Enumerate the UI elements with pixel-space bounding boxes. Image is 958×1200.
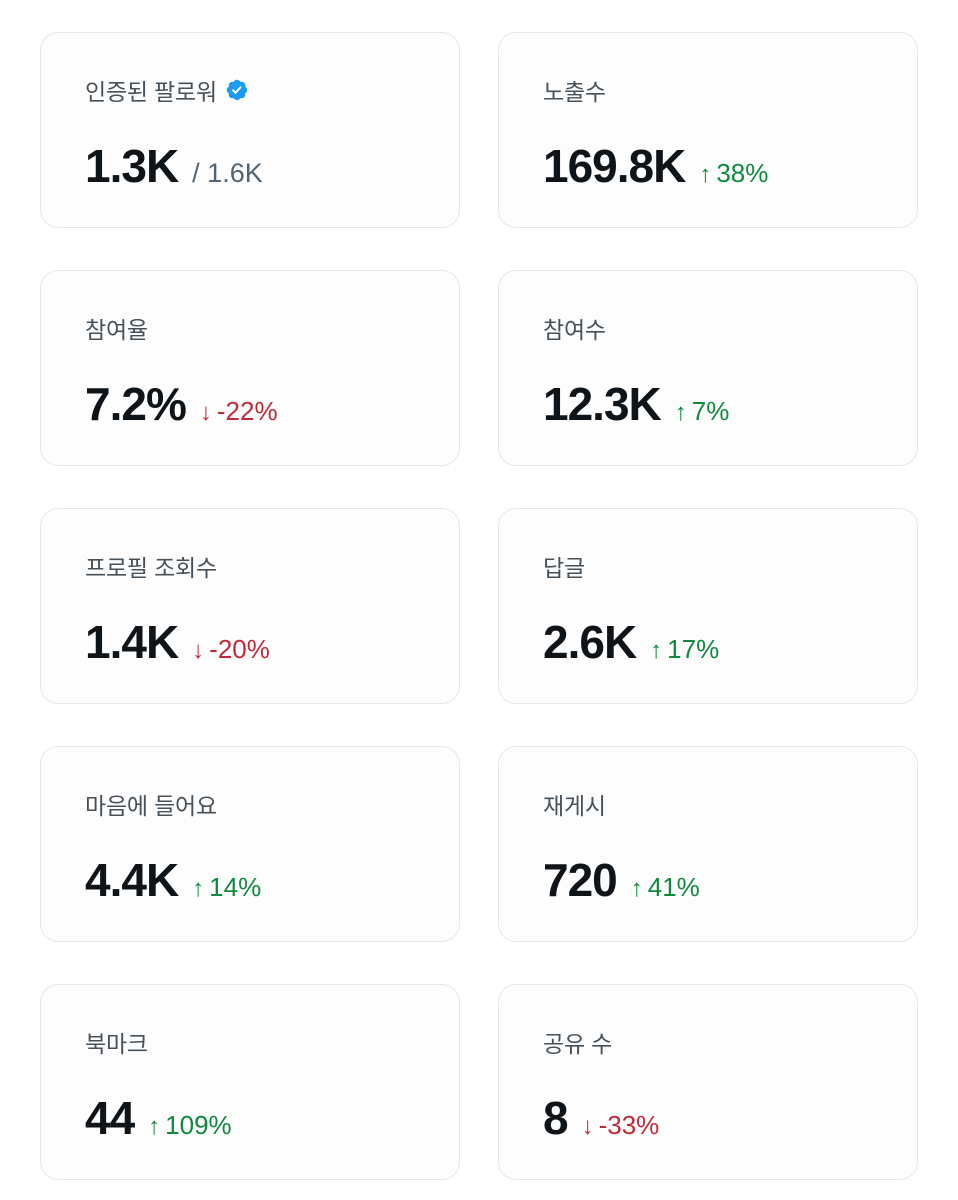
stat-label: 재게시 [543, 793, 606, 819]
stat-value: 720 [543, 854, 618, 906]
stat-total: / 1.6K [192, 158, 263, 188]
stat-value-row: 1.4K ↓ -20% [85, 615, 415, 669]
stat-value-row: 1.3K / 1.6K [85, 139, 415, 193]
arrow-down-icon: ↓ [581, 1113, 594, 1140]
stat-value-row: 4.4K ↑ 14% [85, 853, 415, 907]
stat-label-row: 참여율 [85, 311, 415, 345]
stat-label-row: 마음에 들어요 [85, 787, 415, 821]
stat-card-impressions: 노출수 169.8K ↑ 38% [498, 32, 918, 228]
stat-change: ↑ 7% [675, 396, 730, 427]
stat-card-replies: 답글 2.6K ↑ 17% [498, 508, 918, 704]
arrow-down-icon: ↓ [199, 399, 212, 426]
stat-label-row: 노출수 [543, 73, 873, 107]
stat-change: ↑ 109% [148, 1110, 232, 1141]
stat-card-grid: 인증된 팔로워 1.3K / 1.6K 노출수 169.8K ↑ [40, 32, 918, 1180]
stat-value-row: 8 ↓ -33% [543, 1091, 873, 1145]
stat-value: 7.2% [85, 378, 187, 430]
stat-change: ↓ -22% [200, 396, 278, 427]
stat-value: 8 [543, 1092, 569, 1144]
stat-card-likes: 마음에 들어요 4.4K ↑ 14% [40, 746, 460, 942]
stat-change-value: 7% [691, 396, 730, 426]
stat-change-value: 38% [716, 158, 769, 188]
stat-label: 참여수 [543, 317, 606, 343]
stat-label: 답글 [543, 555, 585, 581]
stat-change-value: 14% [209, 872, 262, 902]
stat-label-row: 참여수 [543, 311, 873, 345]
stat-value: 1.3K [85, 140, 179, 192]
stat-change-value: 41% [647, 872, 700, 902]
stat-change-value: -22% [216, 396, 278, 426]
stat-value-row: 12.3K ↑ 7% [543, 377, 873, 431]
stat-value: 2.6K [543, 616, 637, 668]
stat-value-row: 169.8K ↑ 38% [543, 139, 873, 193]
stat-value: 12.3K [543, 378, 662, 430]
stat-change: ↑ 14% [192, 872, 261, 903]
arrow-up-icon: ↑ [650, 637, 663, 664]
arrow-down-icon: ↓ [192, 637, 205, 664]
stat-label-row: 북마크 [85, 1025, 415, 1059]
stat-label-row: 답글 [543, 549, 873, 583]
stat-value: 1.4K [85, 616, 179, 668]
stat-label: 프로필 조회수 [85, 555, 217, 581]
stat-card-reposts: 재게시 720 ↑ 41% [498, 746, 918, 942]
stat-change-value: -33% [598, 1110, 660, 1140]
arrow-up-icon: ↑ [699, 161, 712, 188]
stat-value: 4.4K [85, 854, 179, 906]
stat-card-profile-visits: 프로필 조회수 1.4K ↓ -20% [40, 508, 460, 704]
stat-label: 인증된 팔로워 [85, 79, 217, 105]
stat-change: ↑ 41% [631, 872, 700, 903]
stat-card-engagements: 참여수 12.3K ↑ 7% [498, 270, 918, 466]
stat-change: ↑ 38% [699, 158, 768, 189]
arrow-up-icon: ↑ [192, 875, 205, 902]
stat-value: 44 [85, 1092, 135, 1144]
stat-change: ↓ -20% [192, 634, 270, 665]
stat-change: ↑ 17% [650, 634, 719, 665]
stat-card-shares: 공유 수 8 ↓ -33% [498, 984, 918, 1180]
stat-label: 마음에 들어요 [85, 793, 217, 819]
stat-value: 169.8K [543, 140, 686, 192]
stat-label-row: 프로필 조회수 [85, 549, 415, 583]
stat-card-bookmarks: 북마크 44 ↑ 109% [40, 984, 460, 1180]
stat-label-row: 인증된 팔로워 [85, 73, 415, 107]
stat-value-row: 44 ↑ 109% [85, 1091, 415, 1145]
verified-badge-icon [225, 78, 249, 102]
stat-value-row: 720 ↑ 41% [543, 853, 873, 907]
arrow-up-icon: ↑ [674, 399, 687, 426]
stat-label: 북마크 [85, 1031, 148, 1057]
stat-card-engagement-rate: 참여율 7.2% ↓ -22% [40, 270, 460, 466]
stat-change-value: -20% [209, 634, 270, 664]
stat-label-row: 재게시 [543, 787, 873, 821]
arrow-up-icon: ↑ [148, 1113, 161, 1140]
stat-change-value: 17% [667, 634, 720, 664]
stat-label-row: 공유 수 [543, 1025, 873, 1059]
stat-card-verified-followers: 인증된 팔로워 1.3K / 1.6K [40, 32, 460, 228]
stat-label: 참여율 [85, 317, 148, 343]
stat-label: 노출수 [543, 79, 606, 105]
stat-label: 공유 수 [543, 1031, 613, 1057]
stat-value-row: 2.6K ↑ 17% [543, 615, 873, 669]
stat-value-row: 7.2% ↓ -22% [85, 377, 415, 431]
stat-change-value: 109% [165, 1110, 232, 1140]
arrow-up-icon: ↑ [630, 875, 643, 902]
stat-change: ↓ -33% [582, 1110, 660, 1141]
